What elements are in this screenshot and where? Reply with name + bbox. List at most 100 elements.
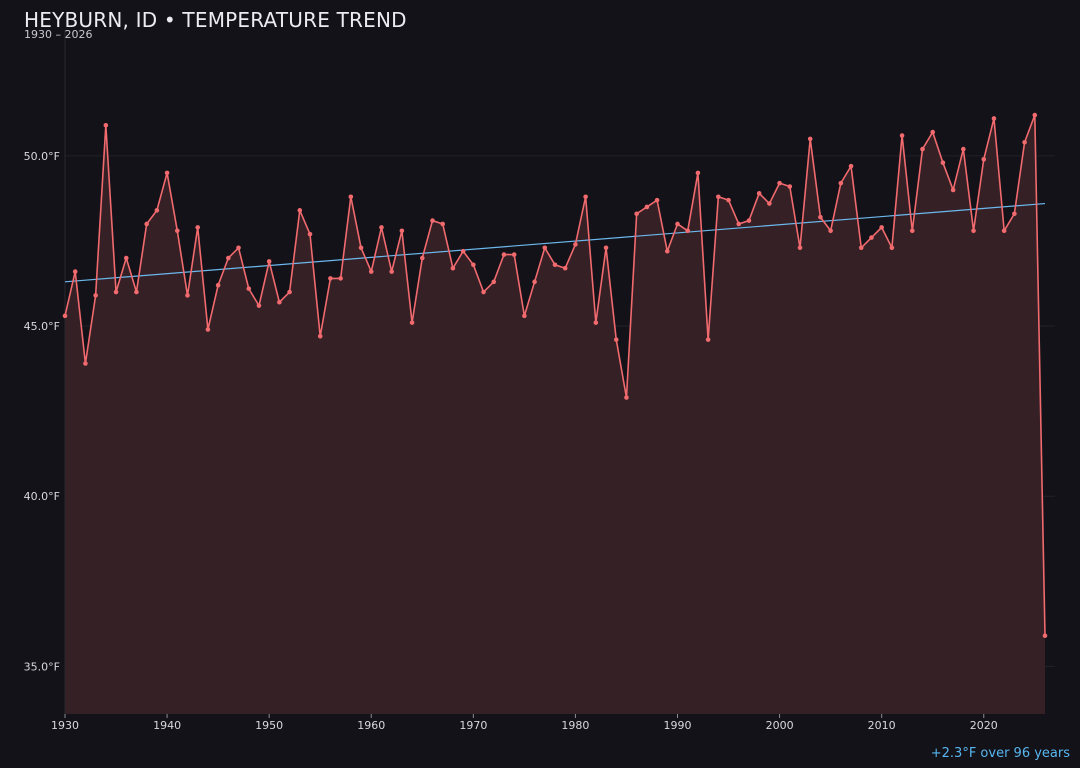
data-point [746, 218, 752, 223]
data-point [675, 221, 680, 227]
data-point [72, 269, 78, 274]
data-point [889, 245, 895, 251]
data-point [920, 146, 925, 152]
data-point [409, 320, 415, 325]
data-point [869, 235, 874, 240]
data-point [818, 214, 823, 220]
data-point [685, 228, 691, 234]
data-point [777, 180, 782, 186]
data-point [797, 245, 803, 251]
data-point [961, 146, 966, 152]
data-point [705, 337, 711, 342]
data-point [440, 221, 446, 227]
data-point [287, 289, 292, 295]
data-point [807, 136, 813, 142]
data-point [368, 269, 374, 274]
data-point [348, 194, 354, 200]
trend-line [64, 202, 1046, 283]
data-point [246, 286, 252, 291]
data-point [430, 218, 435, 223]
data-point [256, 303, 262, 308]
x-tick-label: 2000 [766, 719, 794, 732]
data-point [716, 194, 721, 200]
x-tick-label: 1960 [357, 719, 385, 732]
data-point [419, 255, 425, 261]
x-tick-label: 2020 [970, 719, 998, 732]
data-point [787, 184, 793, 189]
x-tick-label: 1980 [561, 719, 589, 732]
x-tick-label: 1930 [51, 719, 79, 732]
data-point [644, 204, 650, 210]
data-point [664, 248, 670, 254]
data-point [185, 293, 190, 298]
data-point [1032, 112, 1038, 118]
data-point [991, 116, 997, 121]
data-point [726, 197, 731, 203]
data-point [624, 395, 629, 400]
data-point [297, 208, 303, 213]
data-point [1022, 139, 1027, 145]
data-point [134, 289, 139, 295]
data-point [828, 228, 833, 234]
data-point [277, 299, 282, 305]
data-point [113, 289, 119, 295]
data-point [879, 225, 884, 230]
data-point [338, 276, 343, 281]
data-point [532, 279, 537, 285]
data-point [542, 245, 548, 251]
data-point [940, 160, 946, 166]
data-point [236, 245, 241, 251]
data-point [654, 197, 660, 203]
x-axis-ticks: 1930 1940 1950 1960 1970 1980 1990 2000 2010 2020 [51, 714, 998, 732]
data-point [317, 333, 323, 339]
data-point [123, 255, 129, 261]
y-tick-label: 35.0°F [24, 660, 60, 673]
data-point [307, 231, 313, 237]
data-point [522, 313, 527, 319]
data-point [981, 157, 987, 162]
data-point [858, 245, 864, 251]
data-point [767, 201, 772, 206]
data-point [971, 228, 976, 234]
trend-annotation: +2.3°F over 96 years [930, 746, 1070, 761]
x-tick-label: 1970 [459, 719, 487, 732]
chart-title: HEYBURN, ID • TEMPERATURE TREND [24, 8, 407, 32]
data-points [62, 112, 1048, 639]
data-point [460, 248, 466, 254]
data-point [838, 180, 844, 186]
data-point [266, 259, 272, 264]
data-point [909, 228, 915, 234]
data-point [379, 225, 384, 230]
y-axis-ticks: 35.0°F 40.0°F 45.0°F 50.0°F [24, 150, 60, 673]
data-point [399, 228, 405, 234]
data-point [450, 265, 456, 271]
y-tick-label: 40.0°F [24, 490, 60, 503]
data-point [62, 313, 68, 319]
data-point [154, 208, 160, 213]
data-point [899, 133, 905, 138]
data-point [215, 282, 221, 288]
x-tick-label: 1950 [255, 719, 283, 732]
data-point [583, 194, 588, 200]
data-point [195, 225, 201, 230]
data-point [736, 221, 742, 227]
x-tick-label: 2010 [868, 719, 896, 732]
data-point [950, 187, 956, 193]
data-point [593, 320, 599, 325]
data-point [93, 293, 98, 298]
temperature-area [65, 115, 1045, 714]
data-point [1001, 228, 1007, 234]
data-point [328, 276, 333, 281]
data-point [144, 221, 149, 227]
data-point [848, 163, 854, 169]
data-point [756, 191, 762, 196]
x-tick-label: 1990 [664, 719, 692, 732]
data-point [389, 269, 394, 274]
data-point [501, 252, 507, 257]
data-point [358, 245, 364, 251]
data-point [1042, 633, 1048, 639]
y-tick-label: 45.0°F [24, 320, 60, 333]
data-point [930, 129, 936, 135]
data-point [695, 170, 701, 176]
